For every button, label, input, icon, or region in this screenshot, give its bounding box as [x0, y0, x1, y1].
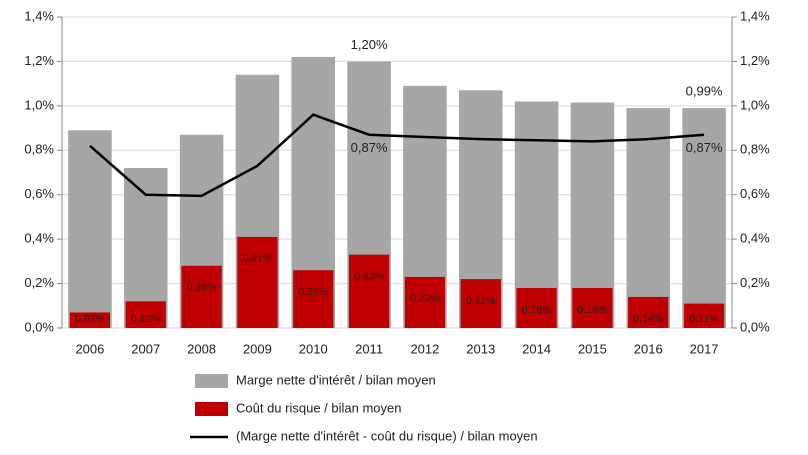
bar: [683, 303, 725, 328]
bar: [293, 270, 334, 328]
y-tick-label: 1,2%: [24, 53, 54, 68]
bar: [404, 276, 446, 328]
y-tick-label: 1,0%: [24, 97, 54, 112]
y2-tick-label: 0,6%: [740, 186, 770, 201]
value-label: 0,87%: [686, 140, 723, 155]
y2-tick-label: 1,0%: [740, 97, 770, 112]
value-label: 0,33%: [354, 270, 384, 282]
value-label: 0,18%: [578, 304, 608, 316]
bar: [626, 108, 671, 328]
line: [89, 113, 705, 198]
legend-label: Coût du risque / bilan moyen: [236, 400, 401, 415]
bar: [181, 265, 222, 328]
x-tick-label: 2016: [634, 341, 663, 356]
legend-swatch: [195, 374, 228, 388]
x-tick-label: 2017: [690, 341, 719, 356]
x-tick-label: 2013: [466, 341, 495, 356]
value-label: 0,12%: [131, 313, 161, 325]
y-tick-label: 0,6%: [24, 186, 54, 201]
y2-tick-label: 1,2%: [740, 53, 770, 68]
legend-label: (Marge nette d'intérêt - coût du risque)…: [236, 428, 538, 443]
y2-tick-label: 0,8%: [740, 142, 770, 157]
value-label: 0,99%: [686, 84, 723, 99]
value-label: 0,07%: [75, 313, 105, 325]
x-tick-label: 2007: [131, 341, 160, 356]
bar: [682, 108, 726, 328]
bar: [628, 296, 669, 328]
y-tick-label: 0,2%: [24, 275, 54, 290]
bar: [237, 236, 278, 328]
value-label: 0,26%: [298, 286, 328, 298]
bar: [460, 279, 501, 328]
y2-tick-label: 1,4%: [740, 8, 770, 23]
bar: [68, 130, 112, 328]
x-tick-label: 2009: [243, 341, 272, 356]
bar: [125, 301, 166, 328]
value-label: 0,11%: [690, 313, 719, 325]
bar: [572, 288, 613, 328]
bar: [516, 288, 557, 328]
y2-tick-label: 0,2%: [740, 275, 770, 290]
value-label: 0,41%: [243, 253, 273, 265]
x-tick-label: 2014: [522, 341, 551, 356]
value-label: 0,87%: [351, 140, 388, 155]
bar: [348, 254, 390, 328]
x-tick-label: 2015: [578, 341, 607, 356]
y-tick-label: 0,4%: [24, 231, 54, 246]
x-tick-label: 2012: [410, 341, 439, 356]
value-label: 0,28%: [187, 282, 217, 294]
legend-swatch: [195, 402, 228, 416]
bar: [69, 312, 111, 328]
x-tick-label: 2011: [355, 341, 383, 356]
value-label: 0,18%: [522, 304, 552, 316]
y-tick-label: 0,8%: [24, 142, 54, 157]
y-tick-label: 0,0%: [24, 319, 54, 334]
legend-label: Marge nette d'intérêt / bilan moyen: [236, 372, 436, 387]
value-label: 0,23%: [410, 293, 440, 305]
y-tick-label: 1,4%: [24, 8, 54, 23]
y2-tick-label: 0,4%: [740, 231, 770, 246]
value-label: 0,22%: [466, 295, 496, 307]
value-label: 1,20%: [351, 37, 388, 52]
y2-tick-label: 0,0%: [740, 319, 770, 334]
value-label: 0,14%: [633, 313, 663, 325]
x-tick-label: 2010: [299, 341, 328, 356]
x-tick-label: 2008: [187, 341, 216, 356]
x-tick-label: 2006: [75, 341, 104, 356]
